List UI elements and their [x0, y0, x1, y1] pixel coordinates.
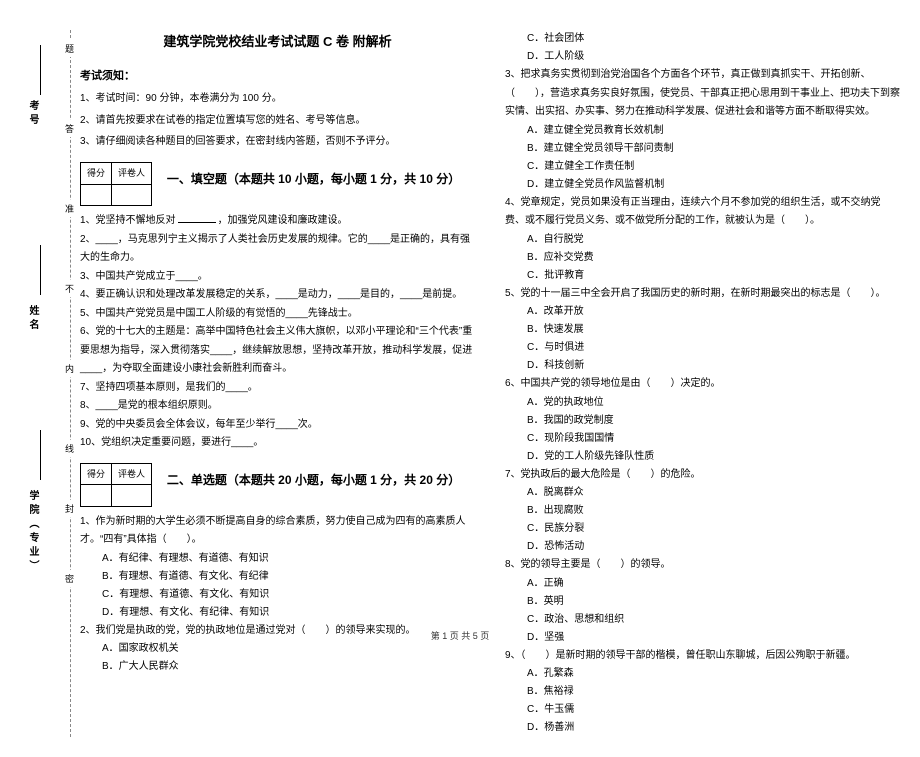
- mcq-6-stem: 6、中国共产党的领导地位是由（ ）决定的。: [505, 375, 900, 394]
- mcq-7-opt: C．民族分裂: [505, 520, 900, 538]
- reviewer-cell: [112, 485, 152, 507]
- mcq-8-opt: A．正确: [505, 575, 900, 593]
- fill-q2: 2、____，马克思列宁主义揭示了人类社会历史发展的规律。它的____是正确的，…: [80, 231, 475, 268]
- mcq-9-stem: 9、（ ）是新时期的领导干部的楷模，曾任职山东聊城，后因公殉职于新疆。: [505, 647, 900, 666]
- score-label: 得分: [81, 463, 112, 485]
- seal-char: 封: [65, 500, 74, 517]
- fill-q10: 10、党组织决定重要问题，要进行____。: [80, 434, 475, 453]
- mcq-5-stem: 5、党的十一届三中全会开启了我国历史的新时期，在新时期最突出的标志是（ ）。: [505, 285, 900, 304]
- mcq-9-opt: D．杨善洲: [505, 719, 900, 737]
- mcq-6-opt: A．党的执政地位: [505, 394, 900, 412]
- mcq-2-opt: A．国家政权机关: [80, 640, 475, 658]
- blank: [178, 212, 216, 223]
- fill-q3: 3、中国共产党成立于____。: [80, 268, 475, 287]
- fill-q4: 4、要正确认识和处理改革发展稳定的关系，____是动力，____是目的，____…: [80, 286, 475, 305]
- field-name: 姓名: [25, 305, 40, 333]
- mcq-1-opt: D．有理想、有文化、有纪律、有知识: [80, 604, 475, 622]
- mcq-1-opt: A．有纪律、有理想、有道德、有知识: [80, 550, 475, 568]
- mcq-5-opt: D．科技创新: [505, 357, 900, 375]
- mcq-5-opt: C．与时俱进: [505, 339, 900, 357]
- mcq-2-opt: D．工人阶级: [505, 48, 900, 66]
- mcq-8-opt: C．政治、思想和组织: [505, 611, 900, 629]
- notice-item: 1、考试时间：90 分钟，本卷满分为 100 分。: [80, 90, 475, 109]
- q-text: 1、党坚持不懈地反对: [80, 215, 176, 226]
- notice-heading: 考试须知：: [80, 66, 475, 86]
- seal-char: 线: [65, 440, 74, 457]
- seal-char: 题: [65, 40, 74, 57]
- mcq-3-opt: D．建立健全党员作风监督机制: [505, 176, 900, 194]
- underline: [40, 45, 41, 95]
- exam-title: 建筑学院党校结业考试试题 C 卷 附解析: [80, 30, 475, 54]
- mcq-7-opt: A．脱离群众: [505, 484, 900, 502]
- fill-q9: 9、党的中央委员会全体会议，每年至少举行____次。: [80, 416, 475, 435]
- mcq-8-opt: B．英明: [505, 593, 900, 611]
- mcq-2-opt: C．社会团体: [505, 30, 900, 48]
- score-label: 得分: [81, 162, 112, 184]
- mcq-1-opt: B．有理想、有道德、有文化、有纪律: [80, 568, 475, 586]
- score-box: 得分评卷人: [80, 162, 152, 206]
- mcq-5-opt: B．快速发展: [505, 321, 900, 339]
- section-1-title: 一、填空题（本题共 10 小题，每小题 1 分，共 10 分）: [152, 162, 475, 190]
- page-footer: 第 1 页 共 5 页: [0, 629, 920, 642]
- mcq-9-opt: A．孔繁森: [505, 665, 900, 683]
- notice-item: 3、请仔细阅读各种题目的回答要求，在密封线内答题，否则不予评分。: [80, 133, 475, 152]
- mcq-6-opt: D．党的工人阶级先锋队性质: [505, 448, 900, 466]
- mcq-9-opt: B．焦裕禄: [505, 683, 900, 701]
- mcq-3-opt: C．建立健全工作责任制: [505, 158, 900, 176]
- fill-q6: 6、党的十七大的主题是：高举中国特色社会主义伟大旗帜，以邓小平理论和“三个代表”…: [80, 323, 475, 379]
- seal-char: 内: [65, 360, 74, 377]
- q-text: ，加强党风建设和廉政建设。: [218, 215, 348, 226]
- score-cell: [81, 485, 112, 507]
- seal-char: 密: [65, 570, 74, 587]
- fill-q7: 7、坚持四项基本原则，是我们的____。: [80, 379, 475, 398]
- underline: [40, 430, 41, 480]
- page-root: 题 答 准 不 内 线 封 密 考号 姓名 学院（专业） 建筑学院党校结业考试试…: [0, 0, 920, 757]
- field-exam-no: 考号: [25, 100, 40, 128]
- mcq-2-opt: B．广大人民群众: [80, 658, 475, 676]
- fill-q8: 8、____是党的根本组织原则。: [80, 397, 475, 416]
- reviewer-cell: [112, 184, 152, 206]
- reviewer-label: 评卷人: [112, 463, 152, 485]
- section-2-title: 二、单选题（本题共 20 小题，每小题 1 分，共 20 分）: [152, 463, 475, 491]
- mcq-3-opt: A．建立健全党员教育长效机制: [505, 122, 900, 140]
- mcq-6-opt: B．我国的政党制度: [505, 412, 900, 430]
- underline: [40, 245, 41, 295]
- seal-char: 答: [65, 120, 74, 137]
- mcq-7-stem: 7、党执政后的最大危险是（ ）的危险。: [505, 466, 900, 485]
- mcq-6-opt: C．现阶段我国国情: [505, 430, 900, 448]
- mcq-4-stem: 4、党章规定，党员如果没有正当理由，连续六个月不参加党的组织生活，或不交纳党费、…: [505, 194, 900, 231]
- mcq-1-opt: C．有理想、有道德、有文化、有知识: [80, 586, 475, 604]
- mcq-3-opt: B．建立健全党员领导干部问责制: [505, 140, 900, 158]
- mcq-3-stem: 3、把求真务实贯彻到治党治国各个方面各个环节，真正做到真抓实干、开拓创新、（ ）…: [505, 66, 900, 122]
- section-1-header: 得分评卷人 一、填空题（本题共 10 小题，每小题 1 分，共 10 分）: [80, 162, 475, 206]
- field-school: 学院（专业）: [25, 490, 40, 574]
- mcq-7-opt: B．出现腐败: [505, 502, 900, 520]
- seal-char: 不: [65, 280, 74, 297]
- mcq-4-opt: A．自行脱党: [505, 231, 900, 249]
- mcq-8-stem: 8、党的领导主要是（ ）的领导。: [505, 556, 900, 575]
- fill-q5: 5、中国共产党党员是中国工人阶级的有觉悟的____先锋战士。: [80, 305, 475, 324]
- mcq-5-opt: A．改革开放: [505, 303, 900, 321]
- fill-q1: 1、党坚持不懈地反对 ，加强党风建设和廉政建设。: [80, 212, 475, 231]
- mcq-4-opt: C．批评教育: [505, 267, 900, 285]
- notice-item: 2、请首先按要求在试卷的指定位置填写您的姓名、考号等信息。: [80, 112, 475, 131]
- mcq-7-opt: D．恐怖活动: [505, 538, 900, 556]
- reviewer-label: 评卷人: [112, 162, 152, 184]
- section-2-header: 得分评卷人 二、单选题（本题共 20 小题，每小题 1 分，共 20 分）: [80, 463, 475, 507]
- mcq-1-stem: 1、作为新时期的大学生必须不断提高自身的综合素质，努力使自己成为四有的高素质人才…: [80, 513, 475, 550]
- score-cell: [81, 184, 112, 206]
- seal-char: 准: [65, 200, 74, 217]
- mcq-4-opt: B．应补交党费: [505, 249, 900, 267]
- score-box: 得分评卷人: [80, 463, 152, 507]
- mcq-9-opt: C．牛玉儒: [505, 701, 900, 719]
